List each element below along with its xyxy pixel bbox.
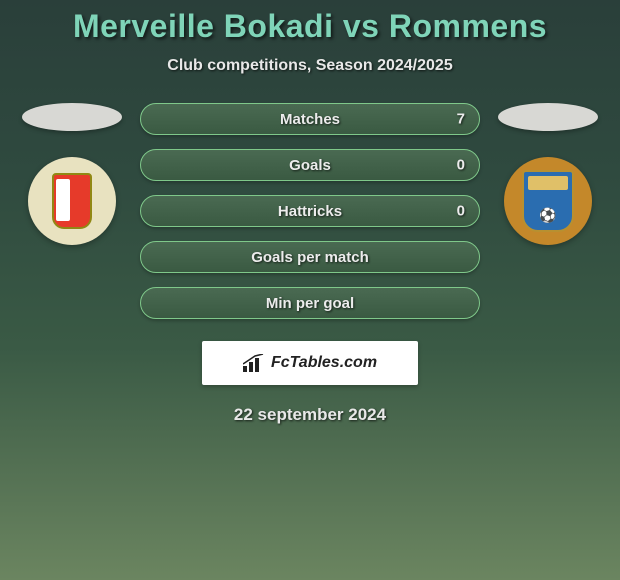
page-subtitle: Club competitions, Season 2024/2025 (0, 57, 620, 75)
brand-badge: FcTables.com (202, 341, 418, 385)
brand-text: FcTables.com (271, 354, 377, 372)
infographic-root: Merveille Bokadi vs Rommens Club competi… (0, 0, 620, 425)
stat-label: Matches (280, 111, 340, 128)
stat-label: Goals per match (251, 249, 369, 266)
westerlo-crest (504, 157, 592, 245)
player-left-column (22, 103, 122, 245)
stat-label: Goals (289, 157, 331, 174)
player-right-silhouette (498, 103, 598, 131)
standard-liege-crest (28, 157, 116, 245)
stats-list: Matches 7 Goals 0 Hattricks 0 Goals per … (140, 103, 480, 319)
stat-value: 7 (457, 111, 465, 128)
stat-value: 0 (457, 203, 465, 220)
date-text: 22 september 2024 (0, 405, 620, 425)
stat-label: Min per goal (266, 295, 354, 312)
player-left-silhouette (22, 103, 122, 131)
shield-icon (52, 173, 92, 229)
main-row: Matches 7 Goals 0 Hattricks 0 Goals per … (0, 103, 620, 319)
stat-value: 0 (457, 157, 465, 174)
stat-row-goals-per-match: Goals per match (140, 241, 480, 273)
page-title: Merveille Bokadi vs Rommens (0, 8, 620, 45)
stat-label: Hattricks (278, 203, 342, 220)
stat-row-min-per-goal: Min per goal (140, 287, 480, 319)
shield-icon (522, 170, 574, 232)
player-right-column (498, 103, 598, 245)
stat-row-hattricks: Hattricks 0 (140, 195, 480, 227)
stat-row-goals: Goals 0 (140, 149, 480, 181)
bar-chart-icon (243, 354, 265, 372)
stat-row-matches: Matches 7 (140, 103, 480, 135)
